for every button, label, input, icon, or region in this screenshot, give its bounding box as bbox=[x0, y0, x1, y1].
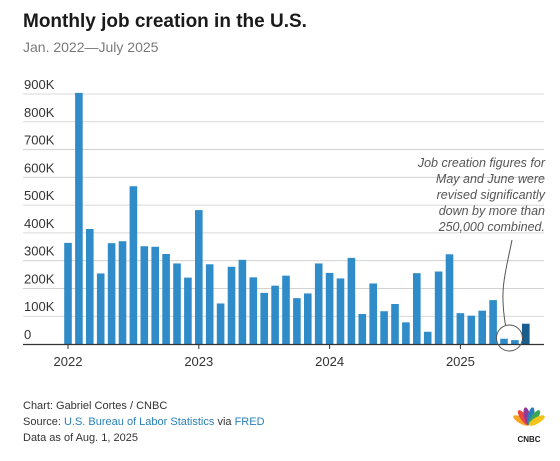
y-tick-label: 900K bbox=[24, 77, 55, 92]
bar-2022-11 bbox=[173, 263, 181, 344]
bar-2023-08 bbox=[271, 285, 279, 344]
x-tick-label: 2025 bbox=[446, 354, 475, 369]
x-tick-label: 2022 bbox=[54, 354, 83, 369]
data-asof: Data as of Aug. 1, 2025 bbox=[23, 432, 138, 444]
peacock-feathers bbox=[513, 407, 545, 426]
source-fred-link[interactable]: FRED bbox=[234, 416, 265, 428]
bar-2023-05 bbox=[238, 259, 247, 344]
bar-2025-04 bbox=[489, 300, 497, 344]
x-axis bbox=[23, 343, 544, 349]
bars bbox=[64, 92, 530, 344]
source-line: Source: U.S. Bureau of Labor Statistics … bbox=[23, 414, 265, 430]
bar-2022-09 bbox=[151, 246, 159, 344]
bar-2025-07 bbox=[522, 323, 530, 344]
bar-2025-01 bbox=[456, 313, 465, 344]
bar-2023-09 bbox=[282, 275, 290, 344]
bar-2022-06 bbox=[118, 241, 127, 344]
annotation-connector bbox=[502, 239, 513, 326]
bar-2025-03 bbox=[478, 310, 486, 344]
bar-2024-11 bbox=[434, 271, 443, 344]
bar-2024-04 bbox=[358, 314, 367, 344]
y-tick-label: 400K bbox=[24, 216, 55, 231]
x-tick-label: 2024 bbox=[315, 354, 344, 369]
revision-annotation: Job creation figures for May and June we… bbox=[345, 155, 545, 235]
bar-2024-07 bbox=[391, 304, 399, 344]
bar-2025-05 bbox=[500, 338, 508, 344]
bar-2023-01 bbox=[195, 210, 203, 344]
source-via: via bbox=[214, 416, 235, 428]
bar-2022-02 bbox=[75, 92, 83, 344]
bar-2023-11 bbox=[304, 293, 312, 344]
chart-footer: Chart: Gabriel Cortes / CNBC Source: U.S… bbox=[23, 398, 265, 446]
annotation-line: down by more than bbox=[438, 204, 545, 218]
bar-2023-02 bbox=[205, 264, 214, 344]
bar-2024-03 bbox=[347, 257, 356, 344]
y-tick-label: 700K bbox=[24, 133, 55, 148]
chart-subtitle: Jan. 2022—July 2025 bbox=[23, 39, 159, 55]
bar-2024-02 bbox=[336, 278, 345, 344]
y-tick-label: 800K bbox=[24, 105, 55, 120]
bar-2023-12 bbox=[314, 263, 323, 344]
chart-credit: Chart: Gabriel Cortes / CNBC bbox=[23, 400, 168, 412]
bar-2025-06 bbox=[511, 340, 519, 344]
bar-2022-04 bbox=[96, 273, 105, 344]
bar-2022-08 bbox=[140, 246, 149, 344]
bar-2023-04 bbox=[227, 266, 236, 344]
cnbc-wordmark: CNBC bbox=[517, 435, 540, 444]
bar-2023-07 bbox=[260, 292, 268, 344]
bar-2023-10 bbox=[293, 298, 301, 344]
annotation-line: 250,000 combined. bbox=[438, 220, 545, 234]
annotation-line: May and June were bbox=[435, 172, 545, 186]
annotation-line: revised significantly bbox=[436, 188, 545, 202]
y-tick-label: 600K bbox=[24, 160, 55, 175]
x-tick-label: 2023 bbox=[184, 354, 213, 369]
annotation-circle bbox=[495, 324, 523, 352]
bar-2022-07 bbox=[129, 186, 138, 344]
bar-2022-10 bbox=[162, 254, 170, 344]
y-tick-label: 100K bbox=[24, 299, 55, 314]
bar-2024-01 bbox=[325, 272, 334, 344]
bar-2022-05 bbox=[107, 243, 116, 344]
bar-2024-05 bbox=[369, 283, 377, 344]
bar-2024-09 bbox=[413, 273, 421, 344]
cnbc-peacock-logo: CNBC bbox=[513, 407, 545, 444]
source-bls-link[interactable]: U.S. Bureau of Labor Statistics bbox=[63, 416, 215, 428]
y-tick-label: 300K bbox=[24, 244, 55, 259]
bar-2022-12 bbox=[184, 277, 192, 344]
bar-2023-06 bbox=[249, 277, 258, 344]
chart-title: Monthly job creation in the U.S. bbox=[23, 11, 307, 32]
source-prefix: Source: bbox=[23, 416, 64, 428]
y-tick-label: 0 bbox=[24, 327, 31, 342]
logo-feather bbox=[528, 415, 545, 426]
bar-2022-03 bbox=[86, 229, 94, 344]
bar-2022-01 bbox=[64, 242, 72, 344]
annotation-marker bbox=[495, 239, 523, 352]
bar-2024-10 bbox=[423, 331, 432, 344]
y-tick-label: 200K bbox=[24, 271, 55, 286]
bar-2024-12 bbox=[445, 254, 454, 344]
x-axis-labels: 2022 2023 2024 2025 bbox=[54, 354, 475, 369]
y-tick-label: 500K bbox=[24, 188, 55, 203]
annotation-line: Job creation figures for bbox=[417, 156, 545, 170]
bar-2024-08 bbox=[402, 322, 410, 344]
bar-2025-02 bbox=[467, 315, 476, 344]
bar-2024-06 bbox=[380, 311, 388, 344]
bar-2023-03 bbox=[216, 303, 225, 344]
y-axis-labels: 0 100K 200K 300K 400K 500K 600K 700K 800K 900K bbox=[24, 77, 55, 342]
